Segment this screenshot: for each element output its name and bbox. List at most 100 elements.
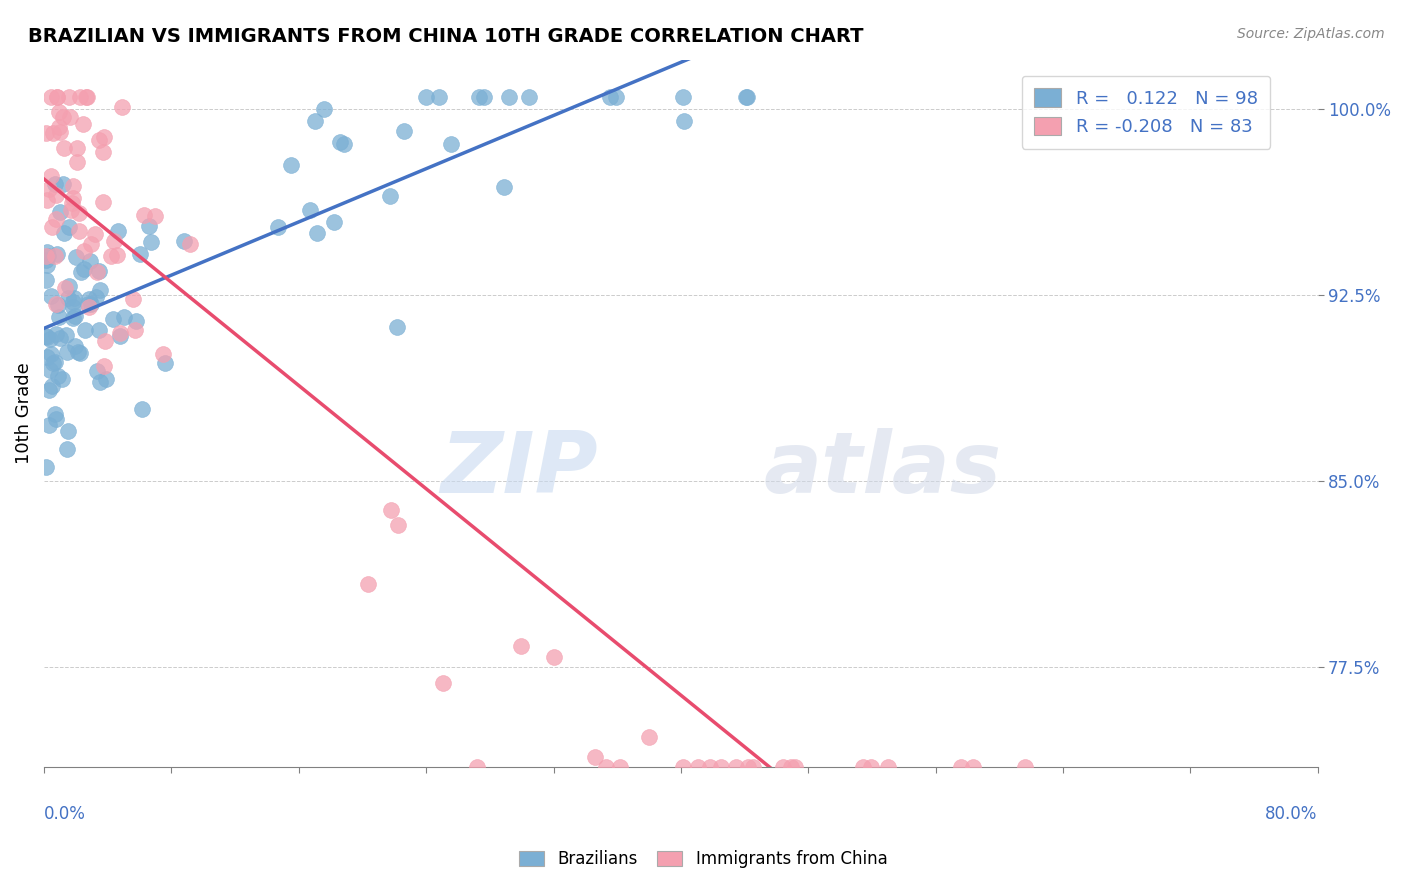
Point (38, 182, 60, 196)
Point (357, 576, 380, 591)
Point (672, 759, 695, 773)
Point (60, 202, 83, 217)
Point (48, 310, 70, 325)
Text: ZIP: ZIP (440, 428, 598, 511)
Point (62, 295, 84, 310)
Point (79, 254, 101, 268)
Point (378, 189, 401, 203)
Point (101, 311, 124, 326)
Point (62, 179, 84, 194)
Point (79, 300, 101, 314)
Point (59, 111, 82, 125)
Point (125, 314, 148, 328)
Point (105, 248, 128, 262)
Point (46, 298, 69, 312)
Point (80, 296, 103, 310)
Point (467, 90, 489, 104)
Point (852, 759, 875, 773)
Point (517, 90, 540, 104)
Point (77, 292, 100, 306)
Point (686, 759, 709, 773)
Point (35, 252, 58, 267)
Point (605, 90, 627, 104)
Point (76, 90, 98, 104)
Point (91, 145, 114, 159)
Point (111, 100, 134, 114)
Point (35, 459, 58, 474)
Point (121, 292, 143, 306)
Point (87, 264, 110, 278)
Point (139, 235, 162, 249)
Point (53, 280, 76, 294)
Point (39, 169, 62, 183)
Point (44, 249, 66, 263)
Text: atlas: atlas (763, 428, 1001, 511)
Point (75, 90, 97, 104)
Point (124, 323, 146, 337)
Point (83, 227, 105, 242)
Point (94, 371, 117, 385)
Point (89, 284, 111, 298)
Point (45, 326, 67, 341)
Point (65, 155, 87, 169)
Point (323, 215, 346, 229)
Point (93, 129, 115, 144)
Legend: Brazilians, Immigrants from China: Brazilians, Immigrants from China (512, 844, 894, 875)
Point (742, 759, 765, 773)
Point (737, 759, 759, 773)
Point (37, 245, 59, 260)
Point (87, 323, 110, 337)
Point (48, 120, 70, 134)
Point (45, 90, 67, 104)
Point (35, 329, 58, 343)
Text: 80.0%: 80.0% (1265, 805, 1317, 823)
Point (100, 248, 122, 262)
Point (48, 331, 70, 345)
Point (672, 90, 695, 104)
Point (45, 211, 67, 226)
Text: 0.0%: 0.0% (44, 805, 86, 823)
Point (772, 759, 794, 773)
Point (80, 237, 103, 252)
Point (44, 355, 66, 369)
Point (35, 272, 58, 286)
Point (112, 310, 135, 324)
Point (432, 675, 454, 690)
Point (465, 759, 488, 773)
Point (380, 503, 402, 517)
Point (735, 90, 758, 104)
Point (1014, 759, 1036, 773)
Point (41, 220, 63, 235)
Point (583, 750, 606, 764)
Point (67, 224, 90, 238)
Point (73, 323, 96, 337)
Point (304, 114, 326, 128)
Point (62, 300, 84, 314)
Point (39, 363, 62, 377)
Point (672, 114, 695, 128)
Point (494, 180, 516, 194)
Point (35, 350, 58, 364)
Point (44, 178, 66, 192)
Point (595, 759, 617, 773)
Point (94, 334, 117, 348)
Point (108, 326, 131, 340)
Point (38, 332, 60, 346)
Point (51, 372, 73, 386)
Point (299, 203, 322, 218)
Point (329, 135, 352, 149)
Point (55, 328, 77, 343)
Point (305, 226, 328, 240)
Point (38, 418, 60, 433)
Point (41, 379, 63, 393)
Point (498, 90, 520, 104)
Point (56, 442, 79, 457)
Legend: R =   0.122   N = 98, R = -0.208   N = 83: R = 0.122 N = 98, R = -0.208 N = 83 (1022, 76, 1271, 149)
Point (35, 193, 58, 207)
Point (280, 158, 302, 172)
Point (48, 105, 70, 120)
Point (510, 639, 533, 653)
Point (53, 141, 76, 155)
Point (46, 368, 69, 383)
Point (65, 309, 87, 323)
